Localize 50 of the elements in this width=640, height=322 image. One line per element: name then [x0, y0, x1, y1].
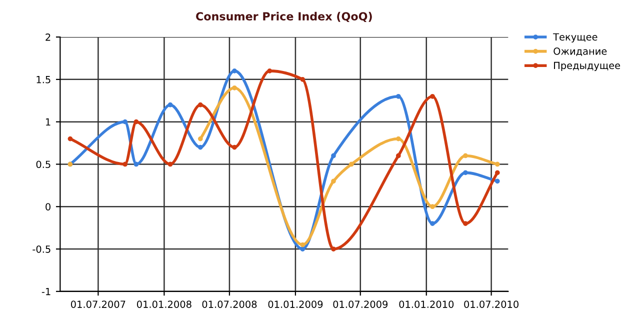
point [68, 136, 73, 142]
point [331, 153, 336, 158]
point [463, 170, 468, 176]
point [331, 178, 336, 184]
point [168, 162, 173, 167]
point [232, 144, 237, 150]
x-tick-label: 01.01.2008 [136, 300, 192, 308]
x-tick-label: 01.01.2010 [399, 300, 454, 308]
legend-label: Предыдущее [554, 62, 620, 72]
point [494, 178, 500, 184]
legend-label: Текущее [553, 33, 598, 42]
x-tick-label: 01.01.2009 [268, 300, 323, 308]
x-tick-label: 01.07.2008 [202, 300, 257, 308]
point [232, 85, 237, 90]
point [396, 94, 401, 99]
point [430, 94, 435, 99]
point [122, 162, 128, 167]
point [463, 221, 468, 226]
point [168, 102, 173, 108]
point [198, 136, 203, 142]
point [430, 204, 435, 210]
point [430, 221, 435, 226]
point [331, 246, 336, 252]
point [300, 242, 306, 248]
y-tick-label: -1 [42, 288, 50, 296]
y-tick-label: 0.5 [36, 160, 50, 168]
point [300, 246, 306, 252]
point [494, 170, 500, 176]
point [463, 153, 468, 158]
point [494, 162, 500, 167]
x-tick-label: 01.07.2009 [333, 300, 388, 308]
point [134, 162, 139, 167]
legend-label: Ожидание [554, 48, 607, 56]
y-tick-label: 0 [46, 203, 50, 210]
point [396, 153, 401, 158]
chart-title: Consumer Price Index (QoQ) [196, 12, 372, 22]
point [348, 162, 354, 167]
point [267, 68, 272, 74]
x-tick-label: 01.07.2007 [70, 300, 126, 308]
point [232, 68, 237, 74]
point [122, 119, 128, 124]
point [198, 102, 203, 108]
point [134, 119, 139, 124]
y-tick-label: 2 [46, 34, 50, 41]
y-tick-label: 1 [46, 118, 50, 126]
x-tick-label: 01.07.2010 [464, 300, 518, 308]
y-tick-label: 1.5 [36, 76, 50, 84]
point [300, 76, 306, 82]
point [198, 144, 203, 150]
y-tick-label: -0.5 [32, 245, 50, 253]
